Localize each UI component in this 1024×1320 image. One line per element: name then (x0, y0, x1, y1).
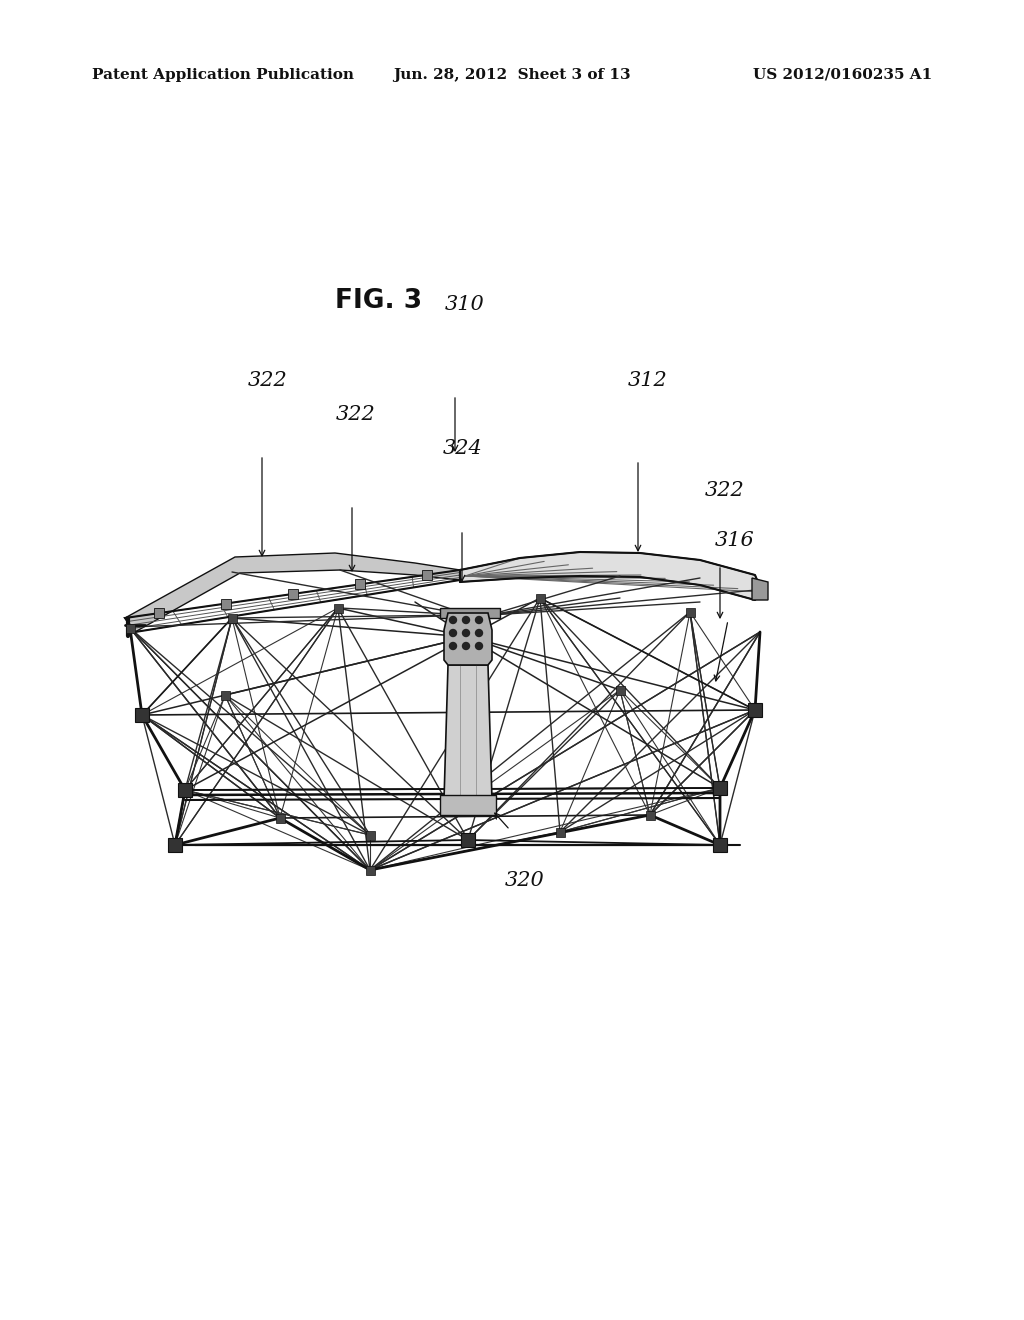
Bar (366, 830, 375, 840)
Text: 322: 322 (336, 405, 376, 425)
Text: 320: 320 (505, 870, 545, 890)
Bar (716, 841, 725, 850)
Text: Patent Application Publication: Patent Application Publication (92, 69, 354, 82)
Polygon shape (444, 612, 492, 665)
Circle shape (463, 643, 469, 649)
Bar (126, 623, 134, 632)
Bar (615, 685, 625, 694)
Bar (178, 783, 193, 797)
Polygon shape (440, 795, 496, 814)
Text: 322: 322 (248, 371, 288, 389)
Bar (137, 710, 146, 719)
Bar (334, 603, 342, 612)
Bar (135, 708, 150, 722)
Bar (461, 833, 475, 847)
Bar (168, 838, 182, 851)
Bar (464, 836, 472, 845)
Bar (422, 570, 431, 579)
Bar (748, 704, 762, 717)
Bar (536, 594, 545, 602)
Polygon shape (460, 552, 762, 601)
Bar (180, 785, 189, 795)
Text: 312: 312 (628, 371, 668, 389)
Text: 322: 322 (706, 480, 744, 499)
Circle shape (450, 643, 457, 649)
Bar (751, 705, 760, 714)
Bar (366, 866, 375, 874)
Bar (713, 781, 727, 795)
Bar (220, 690, 229, 700)
Text: FIG. 3: FIG. 3 (335, 288, 423, 314)
Bar (220, 598, 230, 609)
Bar (275, 813, 285, 822)
Bar (288, 589, 298, 599)
Bar (227, 614, 237, 623)
Circle shape (475, 643, 482, 649)
Bar (713, 838, 727, 851)
Circle shape (475, 630, 482, 636)
Circle shape (450, 616, 457, 623)
Circle shape (450, 630, 457, 636)
Polygon shape (440, 609, 500, 618)
Bar (154, 609, 164, 618)
Bar (716, 784, 725, 792)
Bar (171, 841, 179, 850)
Bar (685, 607, 694, 616)
Text: 310: 310 (445, 296, 485, 314)
Circle shape (463, 616, 469, 623)
Polygon shape (752, 578, 768, 601)
Circle shape (475, 616, 482, 623)
Text: 316: 316 (715, 531, 755, 549)
Text: US 2012/0160235 A1: US 2012/0160235 A1 (753, 69, 932, 82)
Bar (354, 579, 365, 590)
Bar (555, 828, 564, 837)
Text: Jun. 28, 2012  Sheet 3 of 13: Jun. 28, 2012 Sheet 3 of 13 (393, 69, 631, 82)
Circle shape (463, 630, 469, 636)
Polygon shape (444, 665, 492, 800)
Text: 324: 324 (443, 438, 483, 458)
Polygon shape (125, 553, 460, 632)
Bar (645, 810, 654, 820)
